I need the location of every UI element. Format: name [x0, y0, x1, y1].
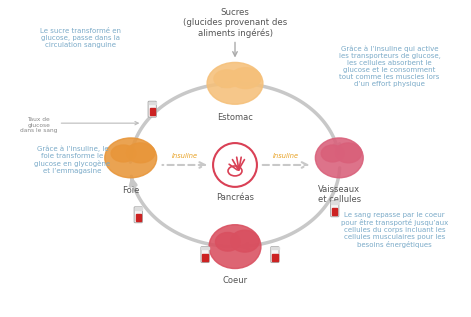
Ellipse shape — [335, 143, 362, 163]
Ellipse shape — [321, 145, 344, 162]
Ellipse shape — [214, 70, 240, 87]
Text: Grâce à l’insuline qui active
les transporteurs de glucose,
les cellules absorbe: Grâce à l’insuline qui active les transp… — [339, 46, 440, 87]
Bar — [203, 254, 208, 261]
Ellipse shape — [316, 138, 363, 178]
Ellipse shape — [230, 68, 261, 88]
Text: Le sucre transformé en
glucose, passe dans la
circulation sanguine: Le sucre transformé en glucose, passe da… — [40, 28, 121, 48]
Ellipse shape — [207, 62, 263, 104]
FancyBboxPatch shape — [148, 101, 156, 117]
Bar — [135, 207, 142, 210]
Bar — [149, 108, 155, 115]
Bar — [136, 214, 141, 221]
FancyBboxPatch shape — [201, 247, 209, 262]
Bar — [332, 208, 337, 215]
Bar — [272, 254, 277, 261]
Text: Insuline: Insuline — [273, 153, 299, 159]
FancyBboxPatch shape — [134, 207, 142, 223]
Bar — [271, 247, 278, 249]
Text: Coeur: Coeur — [222, 276, 248, 286]
Ellipse shape — [111, 145, 136, 162]
Bar — [202, 247, 209, 249]
Text: Pancréas: Pancréas — [216, 193, 254, 202]
Text: Le sang repasse par le coeur
pour être transporté jusqu’aux
cellules du corps in: Le sang repasse par le coeur pour être t… — [341, 212, 448, 248]
FancyBboxPatch shape — [271, 247, 279, 262]
Text: Taux de
glucose
dans le sang: Taux de glucose dans le sang — [20, 117, 57, 133]
FancyBboxPatch shape — [331, 201, 339, 217]
Text: Vaisseaux
et cellules: Vaisseaux et cellules — [318, 185, 361, 204]
Bar — [149, 102, 156, 104]
Ellipse shape — [215, 232, 240, 251]
Text: Sucres
(glucides provenant des
aliments ingérés): Sucres (glucides provenant des aliments … — [183, 8, 287, 38]
Ellipse shape — [209, 225, 261, 268]
Text: Insuline: Insuline — [172, 153, 198, 159]
Ellipse shape — [231, 230, 259, 252]
Bar — [331, 201, 338, 204]
Text: Foie: Foie — [122, 186, 139, 195]
Ellipse shape — [126, 143, 155, 163]
Text: Grâce à l’insuline, le
foie transforme le
glucose en glycogène
et l’emmagasine: Grâce à l’insuline, le foie transforme l… — [34, 145, 111, 174]
Ellipse shape — [105, 138, 157, 178]
Text: Estomac: Estomac — [217, 113, 253, 122]
